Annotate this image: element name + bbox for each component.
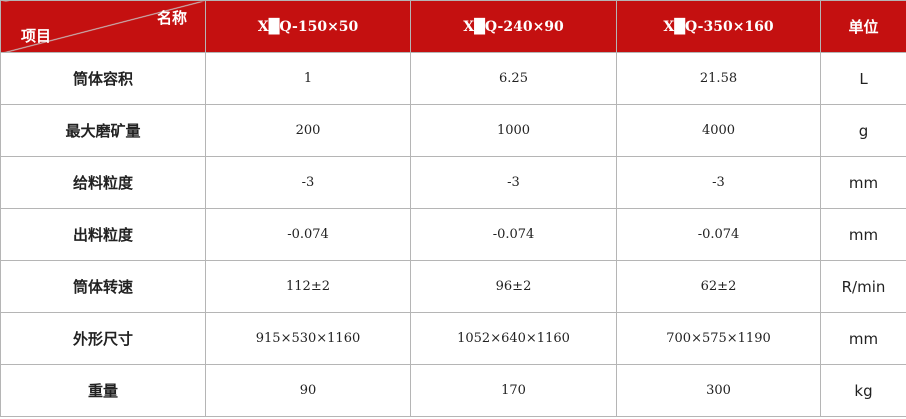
- value-cell: 300: [616, 364, 821, 417]
- value-cell: 90: [205, 364, 411, 417]
- value-cell: -0.074: [616, 208, 821, 261]
- value-cell: 915×530×1160: [205, 312, 411, 365]
- row-label: 重量: [0, 364, 206, 417]
- corner-item-label: 项目: [21, 27, 52, 45]
- row-label: 出料粒度: [0, 208, 206, 261]
- row-label: 筒体容积: [0, 52, 206, 105]
- row-label: 给料粒度: [0, 156, 206, 209]
- model-header: X█Q-240×90: [410, 0, 617, 53]
- value-cell: -0.074: [410, 208, 617, 261]
- value-cell: 96±2: [410, 260, 617, 313]
- unit-cell: mm: [820, 208, 906, 261]
- unit-cell: mm: [820, 156, 906, 209]
- unit-cell: mm: [820, 312, 906, 365]
- model-header: X█Q-150×50: [205, 0, 411, 53]
- value-cell: -3: [205, 156, 411, 209]
- corner-name-label: 名称: [156, 9, 187, 27]
- value-cell: 1052×640×1160: [410, 312, 617, 365]
- table-row: 出料粒度 -0.074 -0.074 -0.074 mm: [0, 208, 906, 261]
- value-cell: 4000: [616, 104, 821, 157]
- table-row: 最大磨矿量 200 1000 4000 g: [0, 104, 906, 157]
- corner-header-cell: 名称项目: [0, 0, 206, 53]
- value-cell: 170: [410, 364, 617, 417]
- value-cell: 62±2: [616, 260, 821, 313]
- row-label: 最大磨矿量: [0, 104, 206, 157]
- value-cell: 200: [205, 104, 411, 157]
- row-label: 筒体转速: [0, 260, 206, 313]
- table-row: 筒体转速 112±2 96±2 62±2 R/min: [0, 260, 906, 313]
- value-cell: 1000: [410, 104, 617, 157]
- value-cell: -0.074: [205, 208, 411, 261]
- model-header: X█Q-350×160: [616, 0, 821, 53]
- unit-cell: L: [820, 52, 906, 105]
- table-row: 筒体容积 1 6.25 21.58 L: [0, 52, 906, 105]
- value-cell: 1: [205, 52, 411, 105]
- value-cell: 21.58: [616, 52, 821, 105]
- unit-cell: g: [820, 104, 906, 157]
- unit-header: 单位: [820, 0, 906, 53]
- value-cell: 700×575×1190: [616, 312, 821, 365]
- row-label: 外形尺寸: [0, 312, 206, 365]
- value-cell: -3: [410, 156, 617, 209]
- value-cell: 6.25: [410, 52, 617, 105]
- table-row: 给料粒度 -3 -3 -3 mm: [0, 156, 906, 209]
- table-row: 外形尺寸 915×530×1160 1052×640×1160 700×575×119…: [0, 312, 906, 365]
- header-row: 名称项目 X█Q-150×50 X█Q-240×90 X█Q-350×160 单…: [0, 0, 906, 53]
- value-cell: -3: [616, 156, 821, 209]
- unit-cell: kg: [820, 364, 906, 417]
- table-row: 重量 90 170 300 kg: [0, 364, 906, 417]
- unit-cell: R/min: [820, 260, 906, 313]
- value-cell: 112±2: [205, 260, 411, 313]
